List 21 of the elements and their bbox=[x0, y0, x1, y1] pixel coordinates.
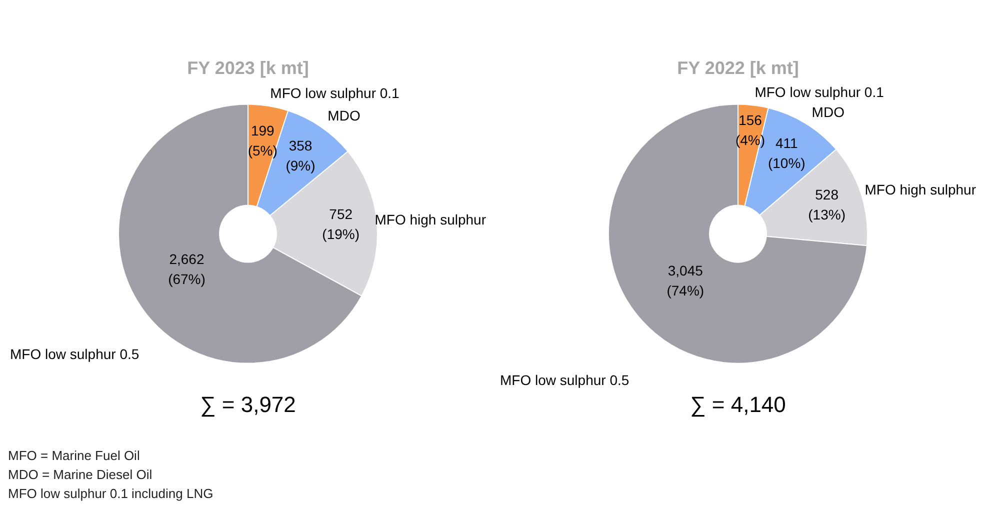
slice-label: MDO bbox=[328, 108, 360, 124]
slice-label: MFO high sulphur bbox=[864, 182, 976, 198]
text: MFO low sulphur 0.1 including LNG bbox=[8, 485, 214, 503]
data-label: 3,045 (74%) bbox=[666, 262, 704, 299]
text: ∑ = 4,140 bbox=[689, 392, 787, 418]
text: MFO = Marine Fuel Oil bbox=[8, 447, 141, 465]
data-label: 528 (13%) bbox=[808, 186, 846, 222]
data-label: 2,662 (67%) bbox=[168, 250, 206, 287]
chart-title: FY 2022 [k mt] bbox=[677, 58, 799, 78]
slice-label: MFO low sulphur 0.1 bbox=[754, 84, 884, 100]
data-label: 358 (9%) bbox=[286, 138, 316, 174]
text: MDO = Marine Diesel Oil bbox=[8, 466, 154, 484]
slice-label: MFO low sulphur 0.5 bbox=[500, 372, 630, 388]
slice-label: MDO bbox=[812, 104, 845, 120]
data-label: 411 (10%) bbox=[768, 135, 806, 172]
slice-label: MFO high sulphur bbox=[374, 211, 486, 228]
chart-title: FY 2023 [k mt] bbox=[187, 58, 309, 78]
data-label: 752 (19%) bbox=[322, 206, 360, 242]
slice-label: MFO low sulphur 0.1 bbox=[270, 84, 400, 101]
slice-label: MFO low sulphur 0.5 bbox=[10, 346, 140, 362]
text: ∑ = 3,972 bbox=[199, 392, 297, 418]
